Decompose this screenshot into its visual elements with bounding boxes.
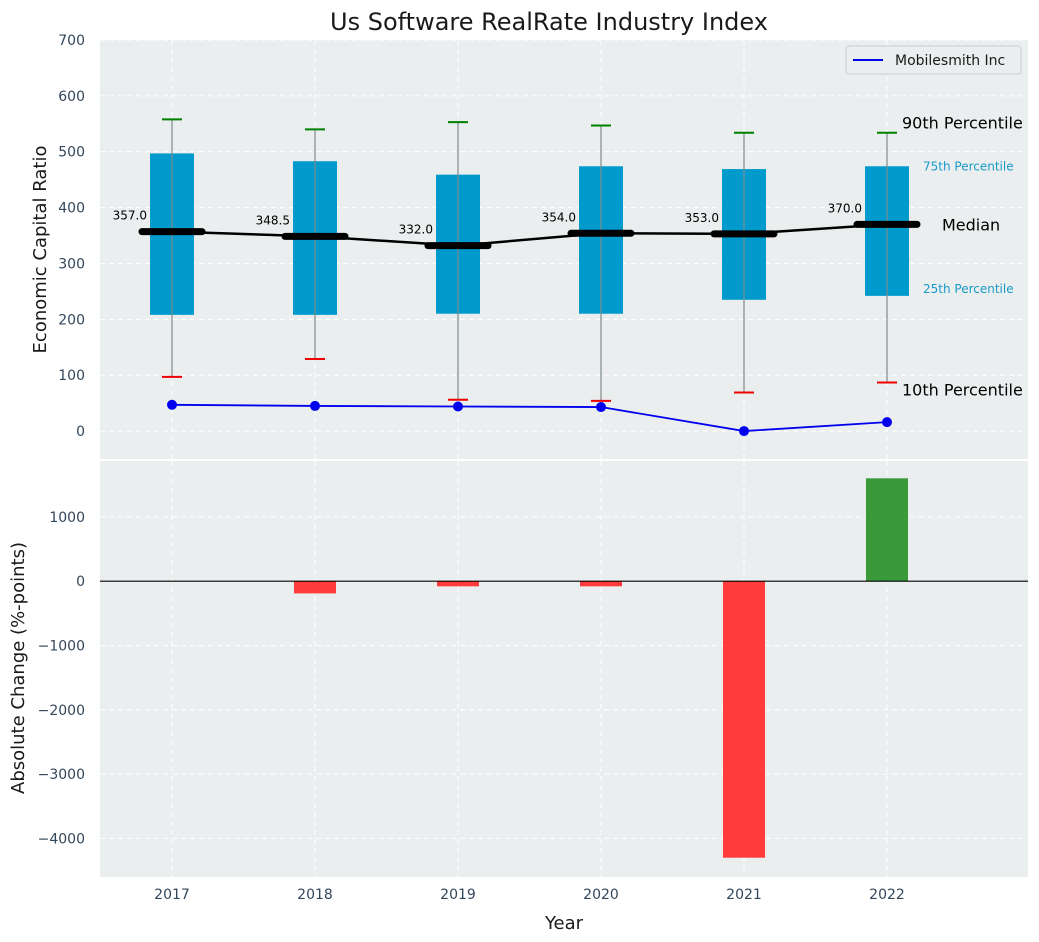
annotation-median: Median xyxy=(942,215,1000,234)
median-value-label: 332.0 xyxy=(399,223,433,237)
x-axis-label: Year xyxy=(544,913,584,934)
y-tick-label: 200 xyxy=(58,312,85,328)
x-tick-label: 2020 xyxy=(583,887,619,903)
y-tick-label: 500 xyxy=(58,145,85,161)
legend-box xyxy=(845,45,1022,75)
legend: Mobilesmith Inc xyxy=(845,45,1022,75)
box-2022 xyxy=(865,131,909,384)
y-tick-label: −1000 xyxy=(38,638,85,654)
x-tick-label: 2022 xyxy=(869,887,905,903)
box-2020 xyxy=(579,124,623,402)
y-tick-label: −2000 xyxy=(38,703,85,719)
change-bar-2021 xyxy=(723,581,765,858)
y-tick-label: 100 xyxy=(58,368,85,384)
median-value-label: 348.5 xyxy=(256,213,290,227)
company-point xyxy=(167,399,177,410)
annotation-75th-percentile: 75th Percentile xyxy=(923,159,1014,173)
change-bars xyxy=(294,478,908,858)
median-line: 357.0 348.5 332.0 354.0 353.0 370.0 xyxy=(113,201,921,250)
y-tick-label: 1000 xyxy=(49,510,85,526)
top-y-axis-label: Economic Capital Ratio xyxy=(30,146,51,354)
company-series xyxy=(167,399,892,437)
chart-title: Us Software RealRate Industry Index xyxy=(330,8,768,36)
x-tick-labels: 2017 2018 2019 2020 2021 2022 xyxy=(154,887,905,903)
company-point xyxy=(596,402,606,413)
legend-label-mobilesmith: Mobilesmith Inc xyxy=(895,53,1005,69)
x-tick-label: 2019 xyxy=(440,887,476,903)
percentile-annotations: 90th Percentile 75th Percentile Median 2… xyxy=(902,114,1023,400)
y-tick-label: 0 xyxy=(76,424,85,440)
company-line xyxy=(171,403,888,432)
median-value-label: 370.0 xyxy=(828,201,862,215)
change-bar-2022 xyxy=(866,478,908,582)
y-tick-label: 400 xyxy=(58,201,85,217)
change-bar-2020 xyxy=(580,581,622,587)
change-bar-2018 xyxy=(294,581,336,594)
median-value-label: 357.0 xyxy=(113,209,147,223)
x-tick-label: 2017 xyxy=(154,887,190,903)
y-tick-label: 600 xyxy=(58,89,85,105)
annotation-10th-percentile: 10th Percentile xyxy=(902,380,1023,399)
company-point xyxy=(453,401,463,412)
median-value-label: 354.0 xyxy=(542,210,576,224)
y-tick-label: −3000 xyxy=(38,767,85,783)
bottom-panel: 1000 0 −1000 −2000 −3000 −4000 Absolute Chang… xyxy=(8,461,1028,877)
median-value-label: 353.0 xyxy=(685,211,719,225)
top-y-tick-labels: 0 100 200 300 400 500 600 700 xyxy=(58,33,85,440)
company-point xyxy=(882,417,892,428)
y-tick-label: −4000 xyxy=(38,831,85,847)
bottom-y-tick-labels: 1000 0 −1000 −2000 −3000 −4000 xyxy=(38,510,85,848)
company-point xyxy=(310,400,320,411)
annotation-90th-percentile: 90th Percentile xyxy=(902,114,1023,133)
x-tick-label: 2018 xyxy=(297,887,333,903)
y-tick-label: 700 xyxy=(58,33,85,49)
y-tick-label: 0 xyxy=(76,574,85,590)
y-tick-label: 300 xyxy=(58,256,85,272)
annotation-25th-percentile: 25th Percentile xyxy=(923,282,1014,296)
company-point xyxy=(739,426,749,437)
bottom-y-axis-label: Absolute Change (%-points) xyxy=(8,542,29,794)
x-tick-label: 2021 xyxy=(726,887,762,903)
change-bar-2019 xyxy=(437,581,479,587)
